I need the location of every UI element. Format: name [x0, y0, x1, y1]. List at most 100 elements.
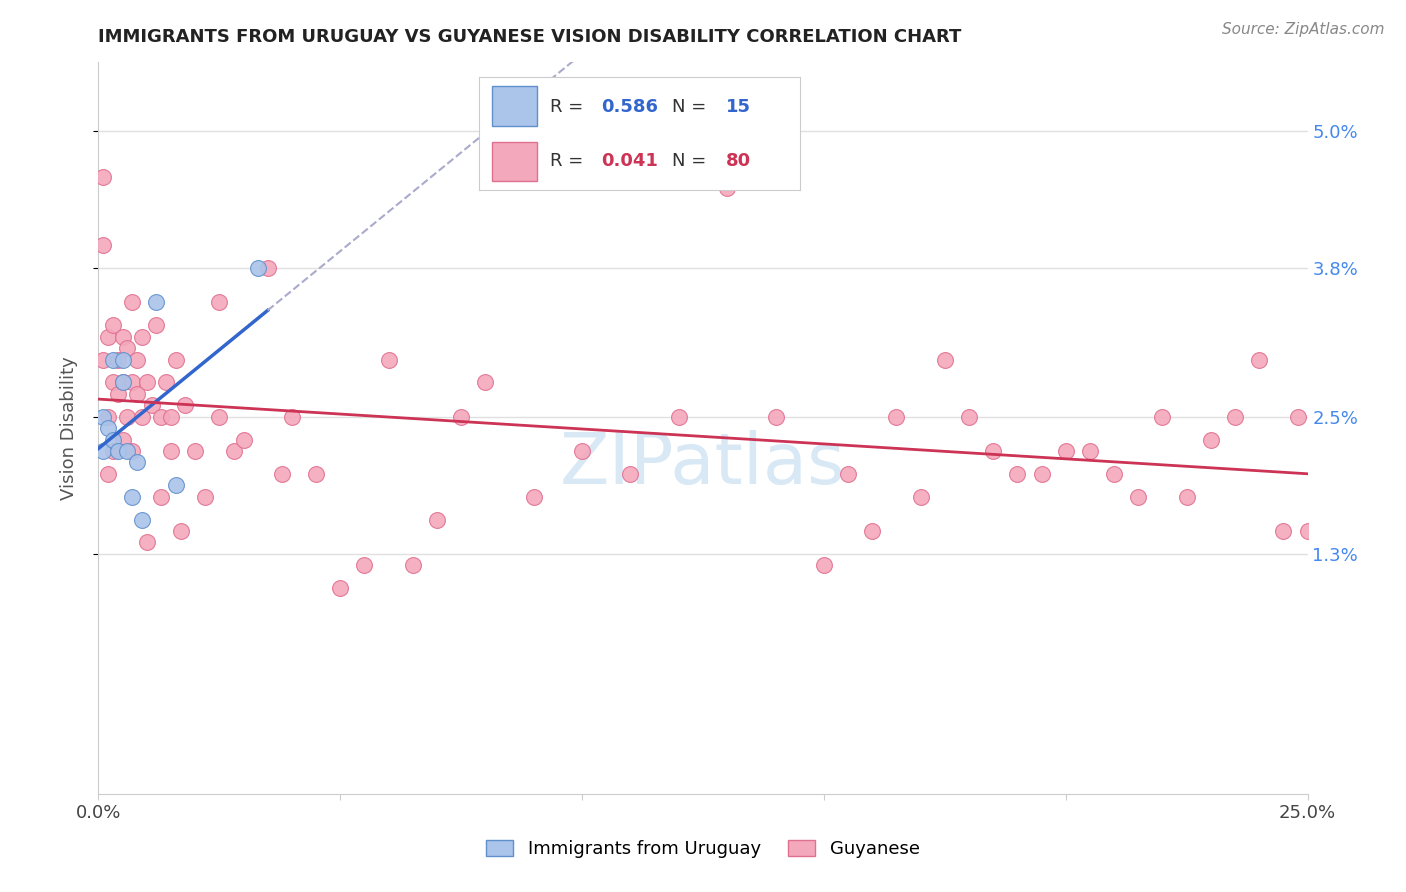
Point — [184, 444, 207, 458]
Point — [402, 558, 425, 573]
Point — [860, 524, 883, 538]
Point — [97, 409, 120, 424]
Point — [208, 409, 231, 424]
Point — [910, 490, 932, 504]
Point — [101, 318, 124, 333]
Point — [957, 409, 980, 424]
Point — [111, 376, 134, 390]
Point — [474, 376, 496, 390]
Point — [131, 409, 153, 424]
Legend: Immigrants from Uruguay, Guyanese: Immigrants from Uruguay, Guyanese — [479, 832, 927, 865]
Point — [523, 490, 546, 504]
Point — [271, 467, 294, 481]
Point — [232, 433, 254, 447]
Point — [377, 352, 399, 367]
Point — [135, 376, 157, 390]
Point — [813, 558, 835, 573]
Point — [353, 558, 375, 573]
Point — [174, 398, 197, 412]
Point — [121, 376, 143, 390]
Point — [1128, 490, 1150, 504]
Point — [111, 433, 134, 447]
Text: IMMIGRANTS FROM URUGUAY VS GUYANESE VISION DISABILITY CORRELATION CHART: IMMIGRANTS FROM URUGUAY VS GUYANESE VISI… — [98, 28, 962, 45]
Point — [837, 467, 859, 481]
Point — [117, 341, 139, 355]
Point — [194, 490, 217, 504]
Point — [426, 512, 449, 526]
Point — [97, 467, 120, 481]
Point — [716, 181, 738, 195]
Point — [329, 581, 352, 595]
Point — [97, 330, 120, 344]
Point — [305, 467, 328, 481]
Point — [1054, 444, 1077, 458]
Point — [107, 352, 129, 367]
Point — [111, 376, 134, 390]
Point — [281, 409, 304, 424]
Point — [121, 295, 143, 310]
Point — [765, 409, 787, 424]
Point — [121, 490, 143, 504]
Point — [101, 444, 124, 458]
Point — [111, 352, 134, 367]
Point — [1152, 409, 1174, 424]
Point — [97, 421, 120, 435]
Point — [155, 376, 177, 390]
Point — [141, 398, 163, 412]
Point — [1078, 444, 1101, 458]
Point — [127, 455, 149, 469]
Point — [101, 376, 124, 390]
Point — [165, 478, 187, 492]
Point — [1031, 467, 1053, 481]
Point — [91, 169, 114, 184]
Point — [1272, 524, 1295, 538]
Point — [160, 409, 183, 424]
Point — [934, 352, 956, 367]
Point — [101, 433, 124, 447]
Point — [1249, 352, 1271, 367]
Point — [668, 409, 690, 424]
Point — [107, 387, 129, 401]
Point — [135, 535, 157, 549]
Text: Source: ZipAtlas.com: Source: ZipAtlas.com — [1222, 22, 1385, 37]
Point — [1199, 433, 1222, 447]
Point — [160, 444, 183, 458]
Y-axis label: Vision Disability: Vision Disability — [59, 356, 77, 500]
Point — [256, 261, 278, 276]
Point — [1175, 490, 1198, 504]
Point — [131, 330, 153, 344]
Point — [1102, 467, 1125, 481]
Point — [91, 352, 114, 367]
Point — [101, 352, 124, 367]
Point — [981, 444, 1004, 458]
Point — [571, 444, 593, 458]
Point — [1007, 467, 1029, 481]
Point — [150, 490, 173, 504]
Point — [169, 524, 191, 538]
Point — [1286, 409, 1309, 424]
Point — [222, 444, 245, 458]
Point — [91, 444, 114, 458]
Point — [121, 444, 143, 458]
Point — [127, 352, 149, 367]
Point — [886, 409, 908, 424]
Text: ZIPatlas: ZIPatlas — [560, 430, 846, 500]
Point — [150, 409, 173, 424]
Point — [1223, 409, 1246, 424]
Point — [117, 444, 139, 458]
Point — [450, 409, 472, 424]
Point — [619, 467, 641, 481]
Point — [145, 318, 167, 333]
Point — [247, 261, 270, 276]
Point — [91, 409, 114, 424]
Point — [165, 352, 187, 367]
Point — [145, 295, 167, 310]
Point — [208, 295, 231, 310]
Point — [1296, 524, 1319, 538]
Point — [91, 238, 114, 252]
Point — [111, 330, 134, 344]
Point — [127, 387, 149, 401]
Point — [117, 409, 139, 424]
Point — [131, 512, 153, 526]
Point — [107, 444, 129, 458]
